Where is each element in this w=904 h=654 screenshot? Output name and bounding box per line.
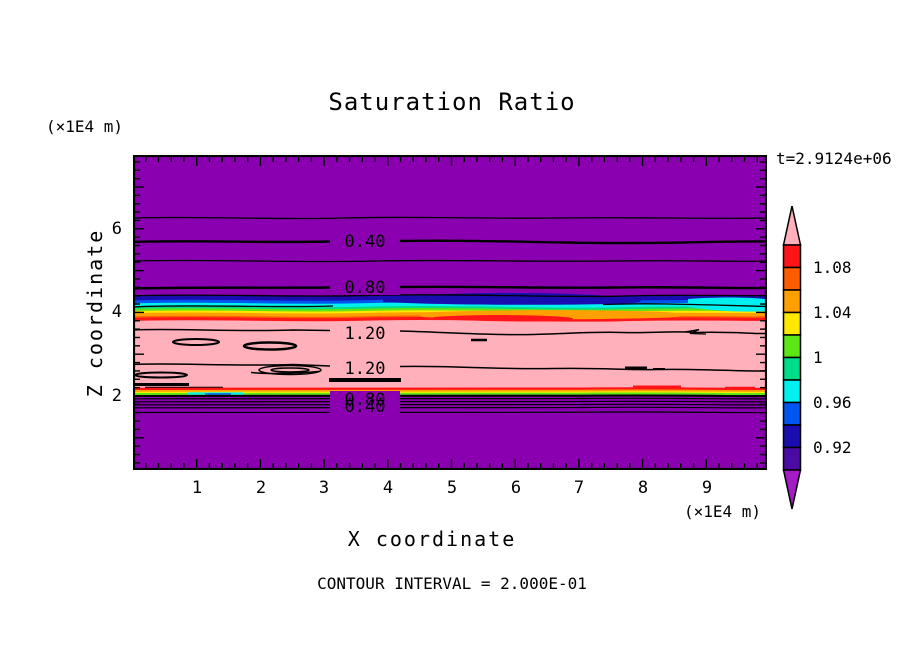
x-tick-label: 9 — [701, 478, 713, 498]
contour-label: 0.80 — [345, 390, 386, 410]
red-blob — [433, 315, 574, 322]
contour-label: 0.40 — [345, 397, 386, 417]
colorbar-tick-label: 1.08 — [813, 258, 852, 277]
x-tick-label: 4 — [382, 478, 394, 498]
contour-label-group: 0.40 0.80 1.20 1.20 0.80 0.40 — [330, 232, 400, 417]
x-tick-label: 6 — [510, 478, 522, 498]
colorbar-tick-label: 0.92 — [813, 438, 852, 457]
contour-label: 1.20 — [345, 324, 386, 344]
colorbar-tick-label: 1.04 — [813, 303, 852, 322]
colorbar — [782, 206, 802, 510]
contour-island — [172, 338, 220, 346]
colorbar-arrow-down — [782, 469, 802, 510]
x-tick-label: 2 — [255, 478, 267, 498]
contour-interval-note: CONTOUR INTERVAL = 2.000E-01 — [317, 574, 587, 593]
y-axis-unit: (×1E4 m) — [46, 117, 124, 136]
x-tick-label: 7 — [573, 478, 585, 498]
y-tick-label: 4 — [111, 302, 122, 322]
x-tick-label: 5 — [446, 478, 458, 498]
contour-line — [602, 303, 767, 308]
pink-contours — [133, 328, 767, 389]
x-tick-label: 1 — [191, 478, 203, 498]
colorbar-tick-label: 1 — [813, 348, 823, 367]
colorbar-segments — [782, 244, 802, 471]
colorbar-tick-label: 0.96 — [813, 393, 852, 412]
contour-plot-canvas: 0.40 0.80 1.20 1.20 0.80 0.40 — [133, 155, 767, 470]
y-tick-label: 6 — [111, 219, 122, 239]
contour-island — [258, 364, 322, 376]
x-axis-unit: (×1E4 m) — [684, 502, 762, 521]
y-tick-label: 2 — [111, 386, 122, 406]
contour-island — [270, 367, 310, 373]
contour-label: 0.80 — [345, 278, 386, 298]
contour-line — [133, 305, 334, 308]
contour-island — [242, 341, 298, 351]
upper-contours — [133, 216, 767, 290]
x-axis-ticks — [145, 157, 758, 468]
colorbar-arrow-up — [782, 206, 802, 246]
x-tick-label: 8 — [637, 478, 649, 498]
bottom-purple-layer — [133, 395, 767, 470]
upper-transition-band — [133, 292, 767, 322]
time-annotation: t=2.9124e+06 — [776, 149, 892, 168]
pink-saturation-layer — [133, 318, 767, 392]
page-title: Saturation Ratio — [328, 88, 576, 116]
y-axis-ticks — [135, 161, 765, 464]
cyan-blob — [688, 297, 767, 312]
contour-label: 0.40 — [345, 232, 386, 252]
plot-border — [133, 155, 767, 470]
x-axis-label: X coordinate — [347, 527, 517, 551]
x-tick-label: 3 — [318, 478, 330, 498]
lower-transition-stripe — [133, 385, 767, 396]
contour-label: 1.20 — [345, 359, 386, 379]
